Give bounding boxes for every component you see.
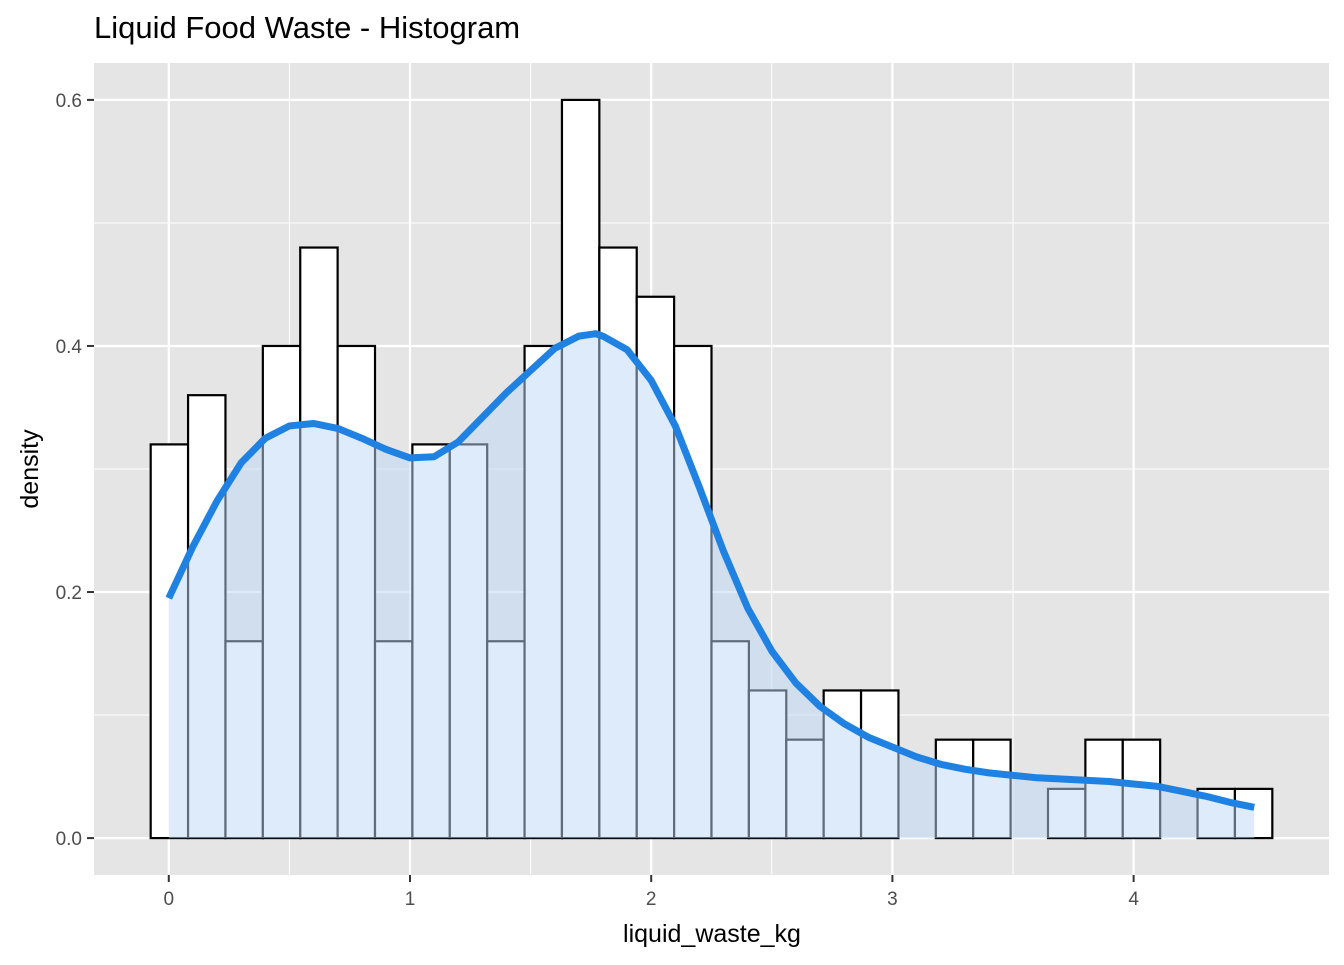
axes: 0 1 2 3 4 0.0 0.2 0.4 0.6 [56,91,1140,910]
y-tick-label: 0.6 [56,91,82,112]
x-tick-label: 3 [887,889,898,910]
density-area [168,333,1255,839]
x-tick-label: 2 [646,889,657,910]
x-tick-label: 1 [405,889,416,910]
density-layer [165,330,1255,839]
y-tick-label: 0.4 [56,337,83,358]
y-axis-title: density [16,429,44,509]
x-tick-label: 0 [163,889,174,910]
y-tick-label: 0.0 [56,829,82,850]
y-tick-label: 0.2 [56,583,82,604]
density-line [165,330,1255,811]
x-tick-label: 4 [1128,889,1139,910]
x-axis-title: liquid_waste_kg [623,920,801,948]
chart-title: Liquid Food Waste - Histogram [94,10,520,45]
